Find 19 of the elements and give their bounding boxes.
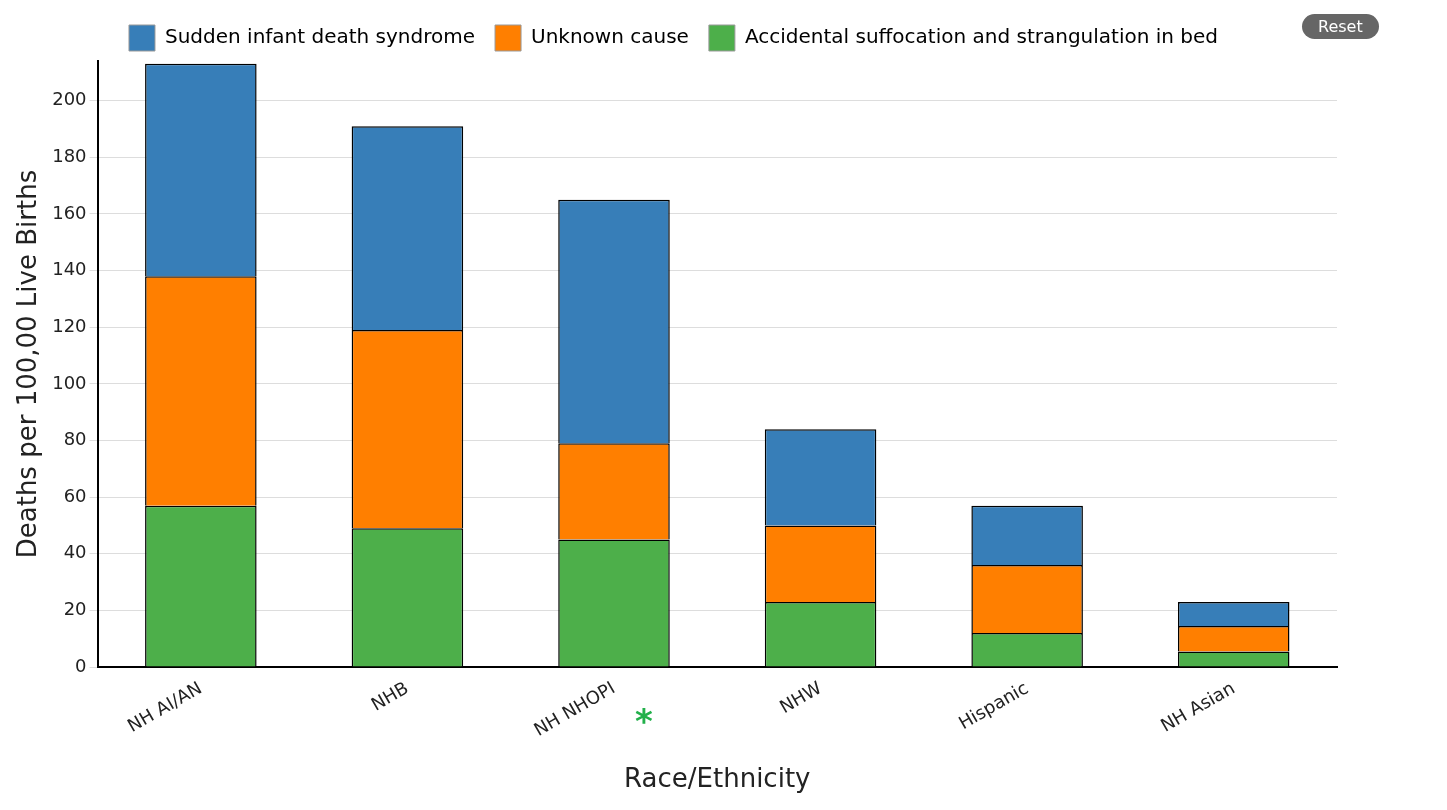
y-tick-label: 0	[75, 654, 87, 676]
reset-button: Reset	[1302, 14, 1379, 39]
legend-label: Unknown cause	[531, 24, 689, 49]
legend-label: Accidental suffocation and strangulation in bed	[744, 24, 1219, 49]
x-axis-title: Race/Ethnicity	[624, 763, 811, 794]
text: *	[635, 700, 654, 741]
y-tick-label: 200	[52, 88, 87, 110]
y-tick-label: 160	[52, 201, 87, 223]
y-tick-label: 180	[52, 144, 87, 166]
y-tick-label: 140	[52, 258, 87, 280]
y-axis-title: Deaths per 100,00 Live Births	[12, 169, 43, 559]
y-tick-label: 120	[52, 314, 87, 336]
y-tick-label: 20	[63, 598, 87, 620]
y-tick-label: 80	[63, 428, 87, 450]
x-tick-label: NHB	[367, 676, 412, 715]
y-tick-label: 40	[63, 541, 87, 563]
y-tick-label: 60	[63, 484, 87, 506]
y-tick-label: 100	[52, 371, 87, 393]
legend-label: Sudden infant death syndrome	[164, 24, 476, 49]
